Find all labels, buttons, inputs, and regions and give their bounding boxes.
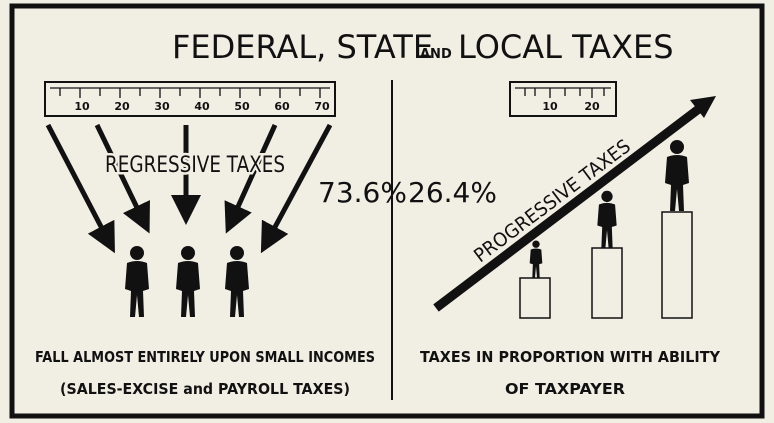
- ruler-label: 20: [584, 100, 600, 113]
- ruler-label: 10: [74, 100, 90, 113]
- title: FEDERAL, STATE: [172, 28, 433, 66]
- ruler-label: 60: [274, 100, 290, 113]
- percent: 26.4%: [408, 176, 497, 209]
- ruler-label: 40: [194, 100, 210, 113]
- percent: 73.6%: [318, 176, 407, 209]
- regressive-label: REGRESSIVE TAXES: [105, 153, 285, 178]
- caption: FALL ALMOST ENTIRELY UPON SMALL INCOMES: [35, 348, 375, 366]
- caption: (SALES-EXCISE and PAYROLL TAXES): [60, 380, 350, 398]
- ruler-label: 10: [542, 100, 558, 113]
- title: LOCAL TAXES: [458, 28, 674, 66]
- ruler-label: 50: [234, 100, 250, 113]
- ruler-label: 30: [154, 100, 170, 113]
- title-connector: AND: [420, 47, 452, 62]
- infographic: FEDERAL, STATE AND LOCAL TAXES 10 20 30 …: [0, 0, 774, 423]
- caption: TAXES IN PROPORTION WITH ABILITY: [420, 348, 721, 366]
- ruler-label: 20: [114, 100, 130, 113]
- ruler-label: 70: [314, 100, 330, 113]
- caption: OF TAXPAYER: [505, 380, 625, 398]
